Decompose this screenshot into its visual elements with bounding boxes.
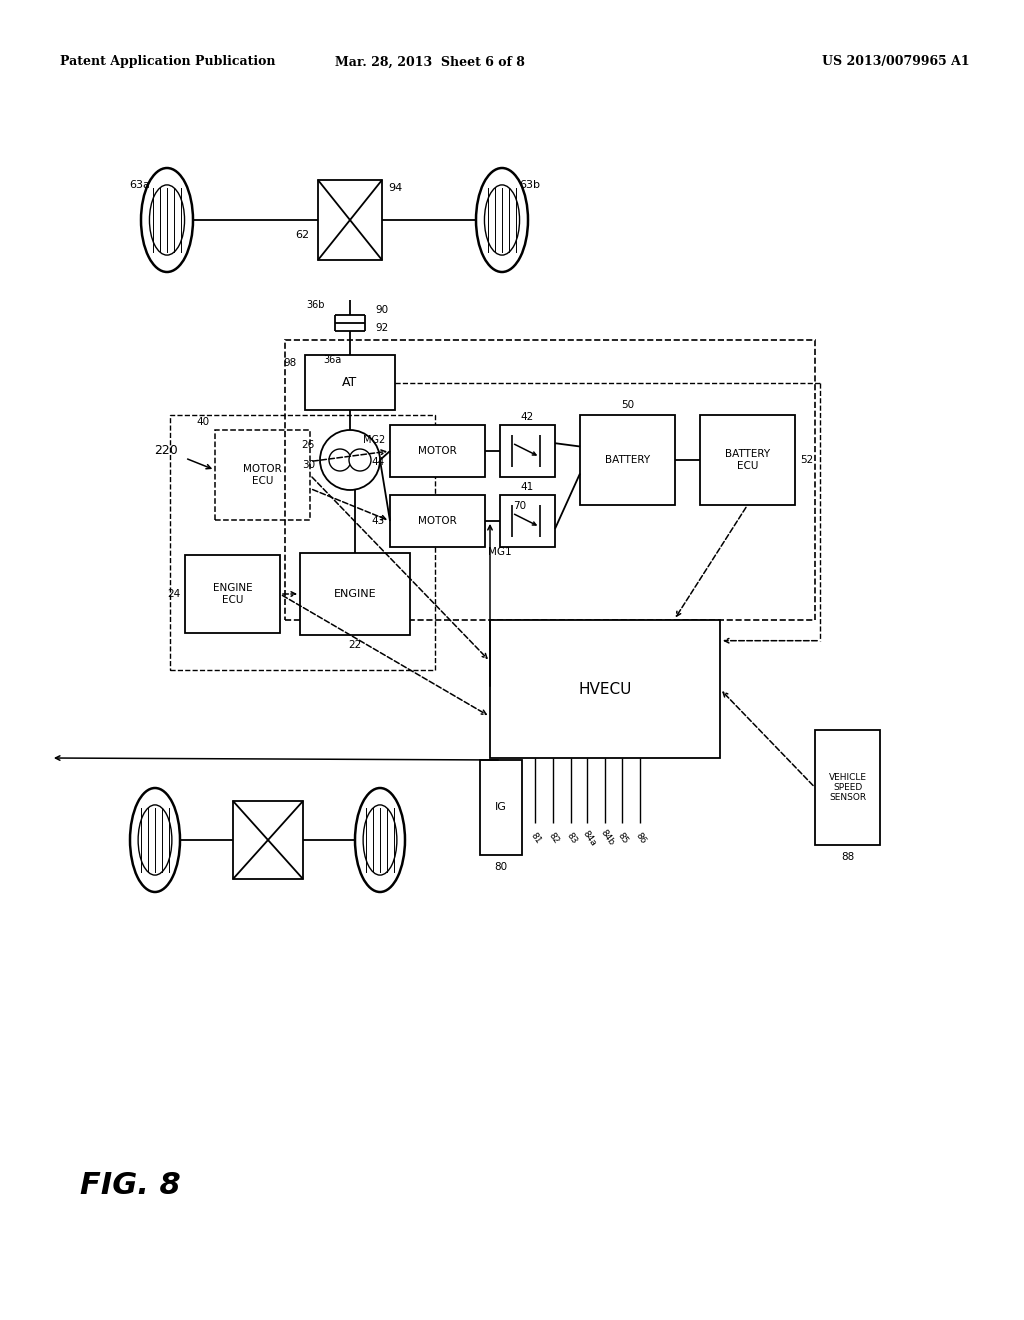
Ellipse shape xyxy=(476,168,528,272)
Text: 220: 220 xyxy=(155,444,178,457)
Text: 43: 43 xyxy=(372,516,385,525)
Bar xyxy=(285,341,815,620)
Ellipse shape xyxy=(138,805,172,875)
Text: 62: 62 xyxy=(295,230,309,240)
Circle shape xyxy=(319,430,380,490)
Text: MG2: MG2 xyxy=(362,436,385,445)
Bar xyxy=(480,760,522,855)
Text: 63a: 63a xyxy=(130,180,151,190)
Text: BATTERY
ECU: BATTERY ECU xyxy=(725,449,770,471)
Text: MOTOR
ECU: MOTOR ECU xyxy=(243,465,282,486)
Text: 26: 26 xyxy=(302,440,315,450)
Text: 98: 98 xyxy=(284,358,297,368)
Ellipse shape xyxy=(141,168,193,272)
Text: 80: 80 xyxy=(495,862,508,873)
Bar xyxy=(390,495,485,546)
Text: 86: 86 xyxy=(634,830,648,845)
Text: 30: 30 xyxy=(302,459,315,470)
Text: 82: 82 xyxy=(547,830,561,845)
Text: AT: AT xyxy=(342,376,357,389)
Text: 24: 24 xyxy=(167,589,180,599)
Text: 92: 92 xyxy=(375,323,388,333)
Bar xyxy=(500,495,555,546)
Text: 36b: 36b xyxy=(306,300,325,310)
Text: MOTOR: MOTOR xyxy=(418,516,457,525)
Text: FIG. 8: FIG. 8 xyxy=(80,1171,181,1200)
Bar xyxy=(580,414,675,506)
Bar xyxy=(490,620,720,758)
Bar xyxy=(500,425,555,477)
Text: 42: 42 xyxy=(521,412,535,422)
Text: 40: 40 xyxy=(197,417,210,426)
Bar xyxy=(215,430,310,520)
Text: ENGINE: ENGINE xyxy=(334,589,376,599)
Bar xyxy=(700,414,795,506)
Text: 41: 41 xyxy=(521,482,535,492)
Text: MOTOR: MOTOR xyxy=(418,446,457,455)
Text: 83: 83 xyxy=(565,830,579,845)
Ellipse shape xyxy=(150,185,184,255)
Text: BATTERY: BATTERY xyxy=(605,455,650,465)
Text: 70: 70 xyxy=(513,502,526,511)
Ellipse shape xyxy=(355,788,406,892)
Bar xyxy=(390,425,485,477)
Text: ENGINE
ECU: ENGINE ECU xyxy=(213,583,252,605)
Bar xyxy=(318,180,382,260)
Text: US 2013/0079965 A1: US 2013/0079965 A1 xyxy=(822,55,970,69)
Text: HVECU: HVECU xyxy=(579,681,632,697)
Text: 84b: 84b xyxy=(599,829,616,847)
Text: 44: 44 xyxy=(372,457,385,467)
Bar xyxy=(233,801,303,879)
Text: IG: IG xyxy=(495,803,507,813)
Ellipse shape xyxy=(130,788,180,892)
Text: 85: 85 xyxy=(616,830,630,845)
Text: VEHICLE
SPEED
SENSOR: VEHICLE SPEED SENSOR xyxy=(828,772,866,803)
Text: 88: 88 xyxy=(841,851,854,862)
Text: 50: 50 xyxy=(621,400,634,411)
Text: MG1: MG1 xyxy=(488,546,512,557)
Circle shape xyxy=(329,449,351,471)
Bar xyxy=(185,554,280,634)
Text: Mar. 28, 2013  Sheet 6 of 8: Mar. 28, 2013 Sheet 6 of 8 xyxy=(335,55,525,69)
Text: Patent Application Publication: Patent Application Publication xyxy=(60,55,275,69)
Text: 63b: 63b xyxy=(519,180,541,190)
Text: 81: 81 xyxy=(529,830,543,845)
Bar xyxy=(305,355,395,411)
Ellipse shape xyxy=(484,185,519,255)
Ellipse shape xyxy=(364,805,397,875)
Text: 22: 22 xyxy=(348,640,361,649)
Text: 90: 90 xyxy=(375,305,388,315)
Text: 84a: 84a xyxy=(581,829,598,847)
Circle shape xyxy=(349,449,371,471)
Bar xyxy=(170,414,435,671)
Bar xyxy=(300,553,410,635)
Bar xyxy=(815,730,880,845)
Text: 94: 94 xyxy=(388,183,402,193)
Text: 52: 52 xyxy=(800,455,813,465)
Text: 36a: 36a xyxy=(323,355,341,366)
